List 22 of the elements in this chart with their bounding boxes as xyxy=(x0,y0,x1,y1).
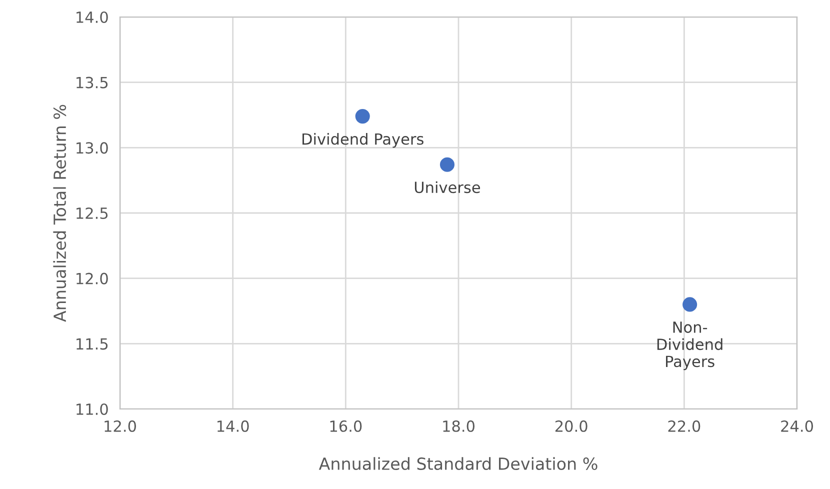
x-axis-title: Annualized Standard Deviation % xyxy=(318,457,598,470)
x-tick-label: 12.0 xyxy=(104,420,136,432)
x-tick-label: 16.0 xyxy=(330,420,362,432)
x-tick-label: 14.0 xyxy=(218,420,249,432)
y-tick-label: 11.0 xyxy=(76,403,108,416)
y-tick-label: 12.0 xyxy=(76,272,108,284)
x-tick-label: 22.0 xyxy=(668,420,700,432)
x-tick-label: 18.0 xyxy=(443,420,474,432)
y-tick-label: 12.5 xyxy=(76,207,108,220)
annotation: Non- Dividend Payers xyxy=(657,322,722,370)
y-tick-label: 14.0 xyxy=(76,11,108,24)
point xyxy=(440,157,454,172)
y-axis-title: Annualized Total Return % xyxy=(53,104,66,322)
x-tick-label: 24.0 xyxy=(781,420,813,432)
y-tick-label: 13.5 xyxy=(76,76,108,88)
point xyxy=(682,297,698,312)
y-tick-label: 11.5 xyxy=(76,338,108,350)
annotation: Dividend Payers xyxy=(302,132,424,148)
point xyxy=(355,109,370,124)
x-tick-label: 20.0 xyxy=(555,420,588,432)
y-tick-label: 13.0 xyxy=(76,142,108,154)
annotation: Universe xyxy=(414,181,480,194)
